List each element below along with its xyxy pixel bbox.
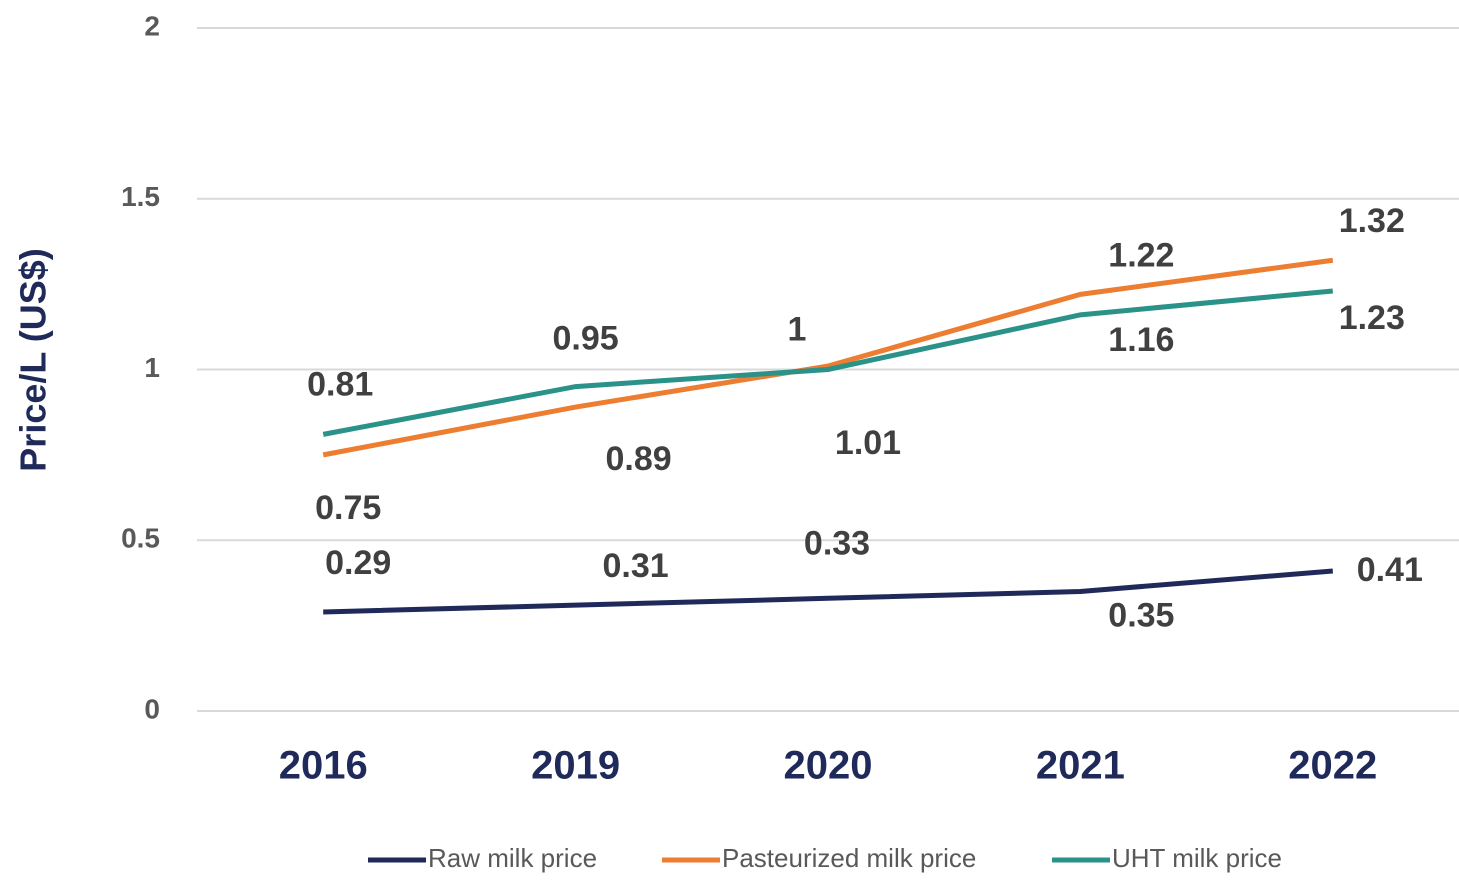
series-line <box>322 257 1334 458</box>
legend-label: Raw milk price <box>428 843 597 873</box>
y-tick-label: 0 <box>144 693 160 724</box>
x-tick-label: 2020 <box>784 744 873 788</box>
value-label: 0.75 <box>315 489 381 527</box>
y-tick-label: 2 <box>144 10 160 41</box>
value-label: 1.16 <box>1108 321 1174 359</box>
x-tick-label: 2019 <box>531 744 620 788</box>
value-label: 0.89 <box>606 440 672 478</box>
x-tick-label: 2022 <box>1288 744 1377 788</box>
x-tick-label: 2016 <box>279 744 368 788</box>
value-label: 0.41 <box>1357 551 1423 589</box>
value-label: 1.01 <box>835 424 901 462</box>
value-label: 0.33 <box>804 524 870 562</box>
legend-label: UHT milk price <box>1112 843 1282 873</box>
value-label: 0.31 <box>603 547 669 585</box>
x-tick-label: 2021 <box>1036 744 1125 788</box>
y-tick-label: 1.5 <box>121 181 160 212</box>
y-tick-label: 0.5 <box>121 523 160 554</box>
series-line <box>323 568 1334 615</box>
value-label: 1.32 <box>1339 202 1405 240</box>
value-label: 0.81 <box>307 365 373 403</box>
value-label: 1.22 <box>1108 236 1174 274</box>
legend-label: Pasteurized milk price <box>722 843 976 873</box>
value-label: 1.23 <box>1339 299 1405 337</box>
value-label: 0.35 <box>1108 596 1174 634</box>
series-line <box>322 288 1334 437</box>
value-label: 1 <box>788 310 807 348</box>
value-label: 0.95 <box>553 320 619 358</box>
value-label: 0.29 <box>325 544 391 582</box>
y-axis-label: Price/L (US$) <box>13 248 54 471</box>
y-tick-label: 1 <box>144 352 160 383</box>
